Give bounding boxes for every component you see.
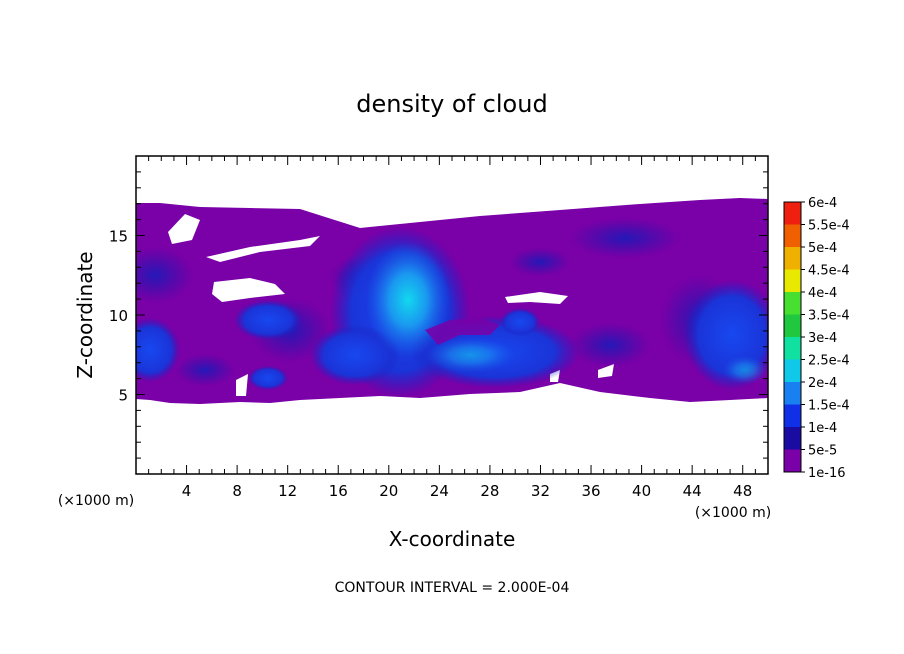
colorbar-label: 4.5e-4 (808, 264, 850, 279)
y-tick-label: 10 (109, 307, 128, 325)
x-tick-label: 28 (480, 482, 499, 500)
colorbar-label: 2e-4 (808, 376, 837, 391)
colorbar-swatch (784, 382, 801, 405)
colorbar-label: 3.5e-4 (808, 309, 850, 324)
core-intrusion (425, 318, 500, 345)
colorbar-label: 5e-5 (808, 444, 837, 459)
y-axis-label: Z-coordinate (73, 251, 97, 378)
colorbar-swatch (784, 202, 801, 225)
colorbar-label: 4e-4 (808, 286, 837, 301)
x-tick-label: 16 (329, 482, 348, 500)
x-tick-label: 48 (733, 482, 752, 500)
colorbar-swatch (784, 314, 801, 337)
colorbar-label: 3e-4 (808, 331, 837, 346)
colorbar-swatch (784, 404, 801, 427)
y-tick-label: 5 (118, 387, 128, 405)
x-unit-right: (×1000 m) (695, 505, 771, 521)
x-tick-label: 12 (278, 482, 297, 500)
colorbar-label: 5.5e-4 (808, 219, 850, 234)
contour-interval-footer: CONTOUR INTERVAL = 2.000E-04 (335, 580, 570, 596)
colorbar-swatch (784, 269, 801, 292)
y-tick-label: 15 (109, 228, 128, 246)
colorbar-swatch (784, 427, 801, 450)
x-tick-label: 36 (581, 482, 600, 500)
x-tick-label: 32 (531, 482, 550, 500)
colorbar-swatch (784, 292, 801, 315)
x-unit-left: (×1000 m) (58, 493, 134, 509)
colorbar-swatch (784, 247, 801, 270)
cloud-field (136, 198, 768, 404)
colorbar-label: 5e-4 (808, 241, 837, 256)
chart-title: density of cloud (356, 90, 547, 118)
colorbar-swatch (784, 224, 801, 247)
x-tick-label: 40 (632, 482, 651, 500)
colorbar: 1e-16 5e-5 1e-4 1.5e-4 2e-4 2.5e-4 3e-4 3.5e-4 4… (783, 196, 850, 481)
x-tick-label: 20 (379, 482, 398, 500)
colorbar-swatch (784, 449, 801, 472)
colorbar-label: 1e-4 (808, 421, 837, 436)
colorbar-label: 6e-4 (808, 196, 837, 211)
x-tick-label: 24 (430, 482, 449, 500)
x-tick-label: 4 (182, 482, 192, 500)
x-tick-label: 44 (683, 482, 702, 500)
colorbar-swatch (784, 337, 801, 360)
colorbar-label: 2.5e-4 (808, 354, 850, 369)
colorbar-label: 1e-16 (808, 466, 846, 481)
colorbar-swatch (784, 359, 801, 382)
colorbar-label: 1.5e-4 (808, 399, 850, 414)
x-tick-label: 8 (232, 482, 242, 500)
x-axis-label: X-coordinate (389, 527, 516, 551)
